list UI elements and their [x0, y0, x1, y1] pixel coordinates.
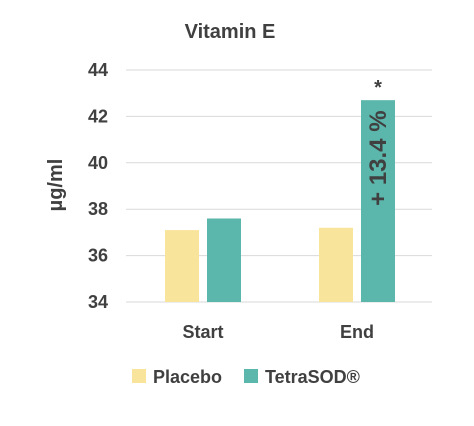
annotations: + 13.4 % * [365, 77, 392, 206]
y-axis-ticks: 34 36 38 40 42 44 [88, 60, 108, 312]
y-tick-label: 40 [88, 153, 108, 173]
legend-swatch [244, 369, 258, 383]
chart-title: Vitamin E [185, 21, 276, 43]
x-category-label: End [340, 322, 374, 342]
y-axis-label: µg/ml [45, 159, 67, 212]
y-tick-label: 36 [88, 246, 108, 266]
x-category-label: Start [182, 322, 223, 342]
bar-tetrasod-start [207, 218, 241, 302]
legend-label: Placebo [153, 367, 222, 387]
increase-annotation: + 13.4 % [365, 110, 392, 205]
bar-tetrasod-end [361, 100, 395, 302]
significance-marker: * [374, 77, 382, 99]
bar-placebo-start [165, 230, 199, 302]
x-axis-categories: Start End [182, 322, 374, 342]
legend-label: TetraSOD® [265, 367, 360, 387]
legend-swatch [132, 369, 146, 383]
y-tick-label: 38 [88, 199, 108, 219]
y-tick-label: 42 [88, 106, 108, 126]
legend: Placebo TetraSOD® [132, 367, 360, 387]
bar-placebo-end [319, 227, 353, 302]
bars [165, 100, 395, 302]
y-tick-label: 44 [88, 60, 108, 80]
y-tick-label: 34 [88, 292, 108, 312]
